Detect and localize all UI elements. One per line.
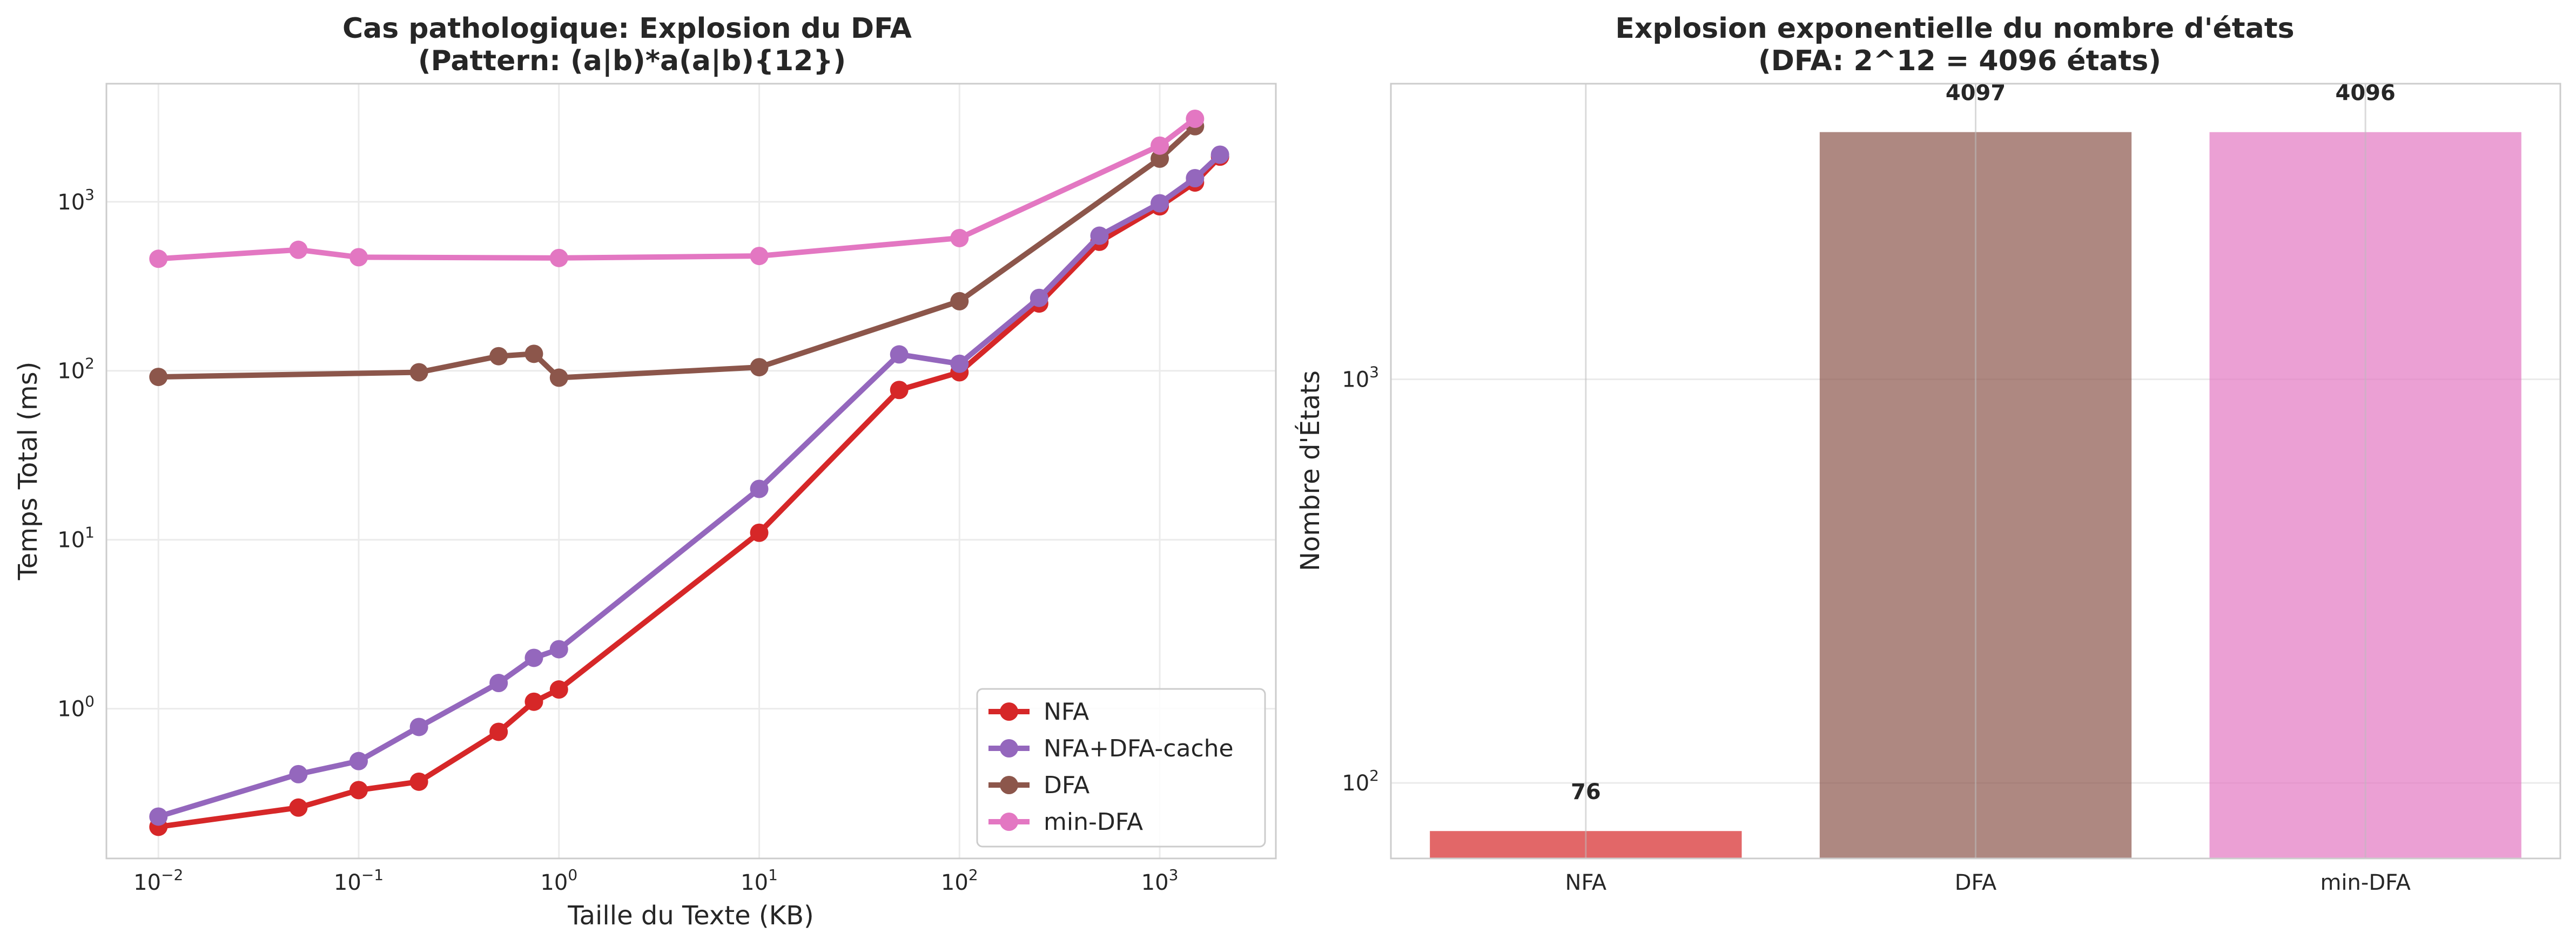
line-chart-x-ticks: 10−2 10−1 100 101 102 103 — [133, 866, 1178, 895]
x-tick-label: 101 — [741, 866, 778, 895]
x-tick-label: NFA — [1565, 870, 1607, 895]
line-chart-legend: NFA NFA+DFA-cache DFA min-DFA — [976, 688, 1266, 848]
legend-marker-dfa — [1000, 776, 1018, 794]
data-point-nfa-dfa-cache — [349, 752, 368, 770]
data-point-dfa — [524, 344, 543, 363]
data-point-min-dfa — [950, 228, 969, 247]
legend-label-min-dfa: min-DFA — [1044, 808, 1143, 836]
line-chart-y-axis-label: Temps Total (ms) — [13, 362, 43, 581]
data-point-min-dfa — [349, 248, 368, 267]
legend-label-nfa: NFA — [1044, 698, 1089, 726]
x-tick-label: 100 — [540, 866, 577, 895]
legend-label-nfa-dfa-cache: NFA+DFA-cache — [1044, 735, 1234, 762]
data-point-nfa-dfa-cache — [524, 648, 543, 667]
data-point-nfa-dfa-cache — [149, 807, 168, 826]
data-point-nfa — [890, 381, 909, 400]
bar-data-label: 4097 — [1946, 80, 2006, 105]
y-tick-label: 101 — [57, 524, 95, 553]
y-tick-label: 103 — [57, 186, 95, 215]
line-chart: Cas pathologique: Explosion du DFA (Patt… — [13, 12, 1277, 931]
x-tick-label: 10−1 — [334, 866, 384, 895]
data-point-nfa-dfa-cache — [1151, 194, 1169, 213]
bar-chart: Explosion exponentielle du nombre d'état… — [1295, 12, 2561, 895]
y-tick-label: 102 — [1342, 767, 1379, 796]
legend-marker-nfa — [1000, 702, 1018, 721]
data-point-nfa-dfa-cache — [1090, 226, 1109, 245]
data-point-dfa — [489, 347, 508, 366]
line-chart-series — [149, 109, 1229, 836]
data-point-min-dfa — [289, 240, 308, 259]
data-point-nfa-dfa-cache — [1030, 288, 1048, 307]
data-point-nfa-dfa-cache — [1210, 145, 1229, 164]
data-point-dfa — [409, 363, 428, 382]
data-point-min-dfa — [149, 249, 168, 268]
y-tick-label: 102 — [57, 355, 95, 384]
bar-chart-data-labels: 76 4097 4096 — [1571, 80, 2396, 804]
data-point-min-dfa — [1151, 136, 1169, 155]
data-point-nfa-dfa-cache — [890, 345, 909, 364]
data-point-nfa-dfa-cache — [289, 765, 308, 783]
data-point-nfa — [489, 722, 508, 741]
x-tick-label: 102 — [941, 866, 978, 895]
legend-marker-min-dfa — [1000, 813, 1018, 831]
series-line-min-dfa — [156, 116, 1198, 262]
data-point-nfa-dfa-cache — [489, 674, 508, 693]
x-tick-label: min-DFA — [2320, 870, 2411, 895]
legend-label-dfa: DFA — [1044, 772, 1089, 799]
data-point-nfa — [289, 798, 308, 817]
data-point-nfa-dfa-cache — [549, 640, 568, 659]
data-point-min-dfa — [1186, 109, 1205, 128]
legend-marker-nfa-dfa-cache — [1000, 739, 1018, 757]
x-tick-label: 103 — [1141, 866, 1179, 895]
bar-chart-x-ticks: NFA DFA min-DFA — [1565, 870, 2411, 895]
x-tick-label: DFA — [1955, 870, 1997, 895]
data-point-nfa — [409, 772, 428, 791]
data-point-dfa — [750, 358, 769, 377]
bar-chart-y-axis-label: Nombre d'États — [1295, 370, 1326, 571]
data-point-nfa — [750, 523, 769, 542]
line-chart-y-ticks: 100 101 102 103 — [57, 186, 95, 722]
bar-chart-frame — [1390, 83, 2561, 860]
data-point-nfa-dfa-cache — [950, 354, 969, 373]
y-tick-label: 100 — [57, 693, 95, 722]
bar-data-label: 76 — [1571, 780, 1601, 804]
data-point-nfa-dfa-cache — [750, 479, 769, 498]
bar-data-label: 4096 — [2336, 81, 2396, 106]
x-tick-label: 10−2 — [133, 866, 183, 895]
bar-chart-title: Explosion exponentielle du nombre d'état… — [1615, 12, 2304, 77]
data-point-dfa — [149, 368, 168, 387]
data-point-dfa — [950, 292, 969, 310]
data-point-dfa — [1151, 149, 1169, 168]
data-point-nfa — [549, 680, 568, 699]
data-point-nfa-dfa-cache — [1186, 168, 1205, 187]
line-chart-x-axis-label: Taille du Texte (KB) — [567, 901, 813, 931]
bar-chart-category-grid — [1585, 84, 2366, 858]
data-point-nfa — [349, 781, 368, 800]
data-point-min-dfa — [750, 247, 769, 266]
line-chart-frame — [105, 83, 1277, 860]
data-point-dfa — [549, 368, 568, 387]
line-chart-title: Cas pathologique: Explosion du DFA (Patt… — [342, 12, 922, 77]
data-point-nfa-dfa-cache — [409, 718, 428, 736]
y-tick-label: 103 — [1342, 363, 1379, 393]
bar-chart-y-ticks: 102 103 — [1342, 363, 1379, 796]
legend-box — [976, 688, 1266, 848]
data-point-nfa — [524, 692, 543, 711]
data-point-min-dfa — [549, 248, 568, 267]
